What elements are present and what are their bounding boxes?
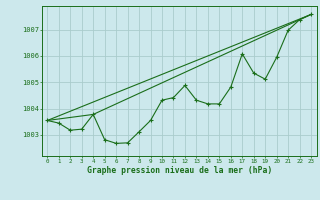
X-axis label: Graphe pression niveau de la mer (hPa): Graphe pression niveau de la mer (hPa)	[87, 166, 272, 175]
